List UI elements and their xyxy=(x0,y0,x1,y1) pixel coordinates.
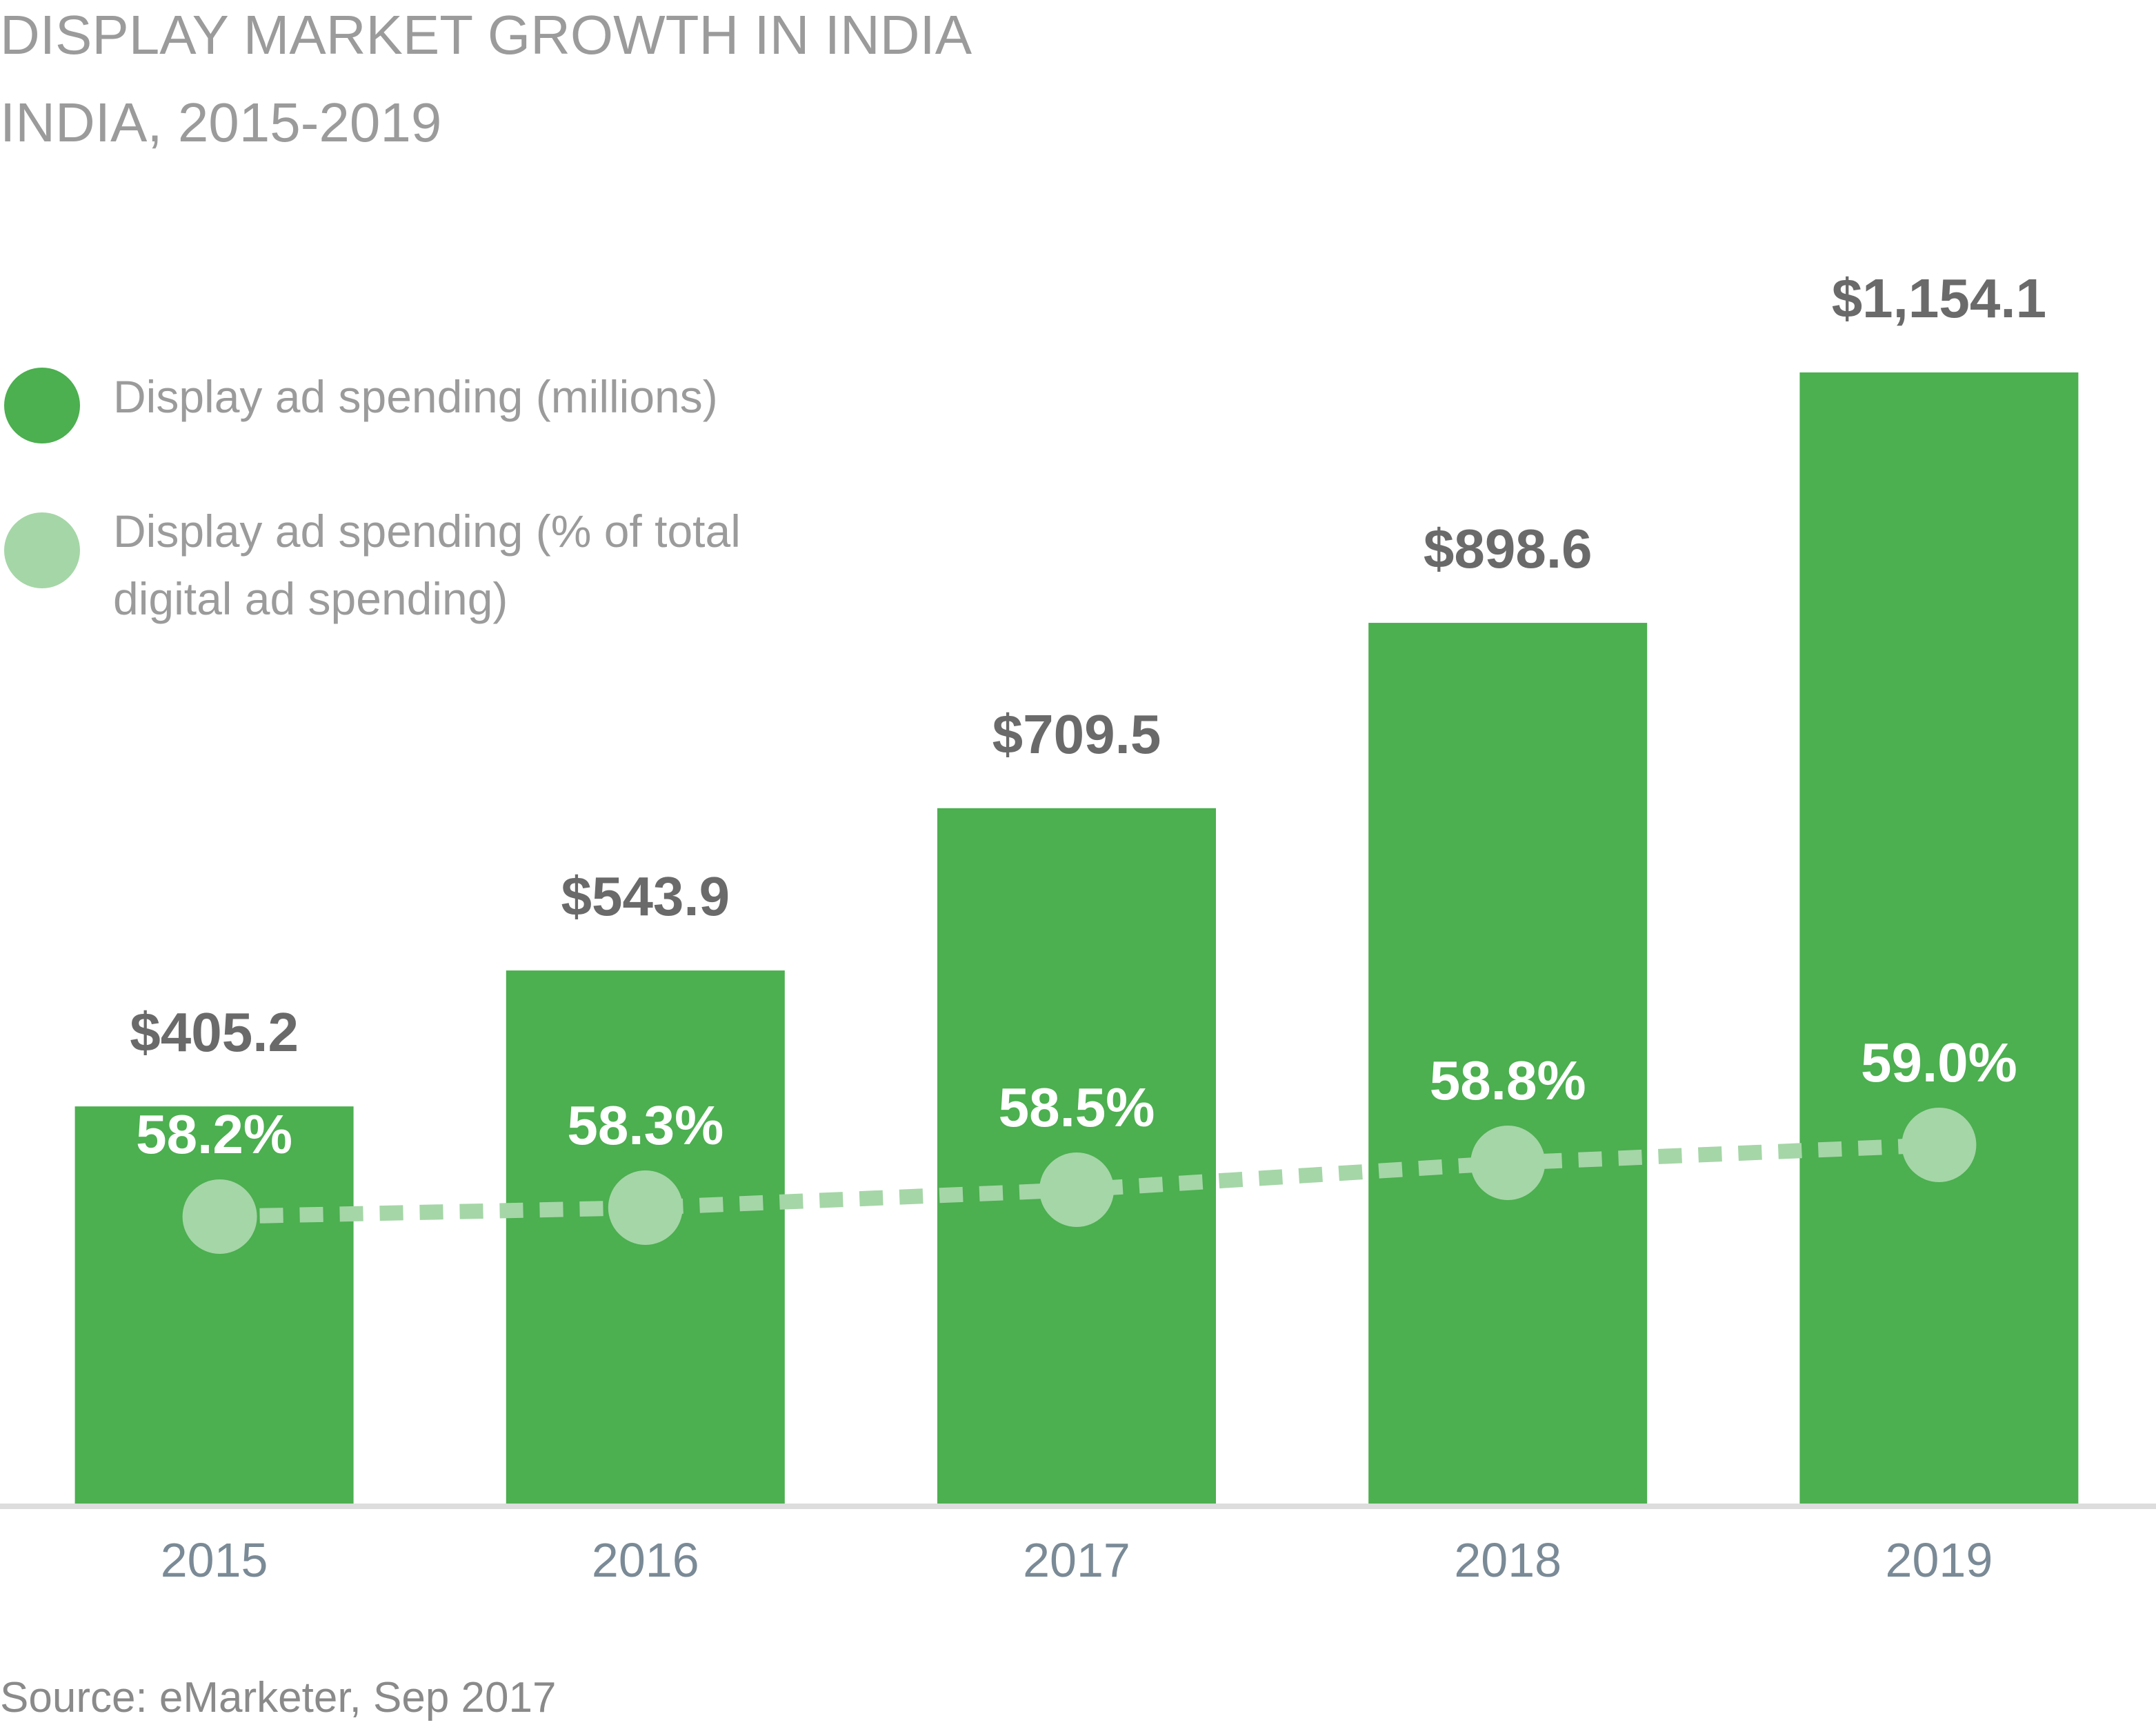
chart-subtitle: INDIA, 2015-2019 xyxy=(0,92,441,153)
bar-value-label-2019: $1,154.1 xyxy=(1832,268,2046,329)
percent-point-2017 xyxy=(1039,1152,1114,1227)
percent-labels: 58.2% 58.3% 58.5% 58.8% 59.0% xyxy=(136,1032,2017,1165)
legend-swatch-bar xyxy=(4,368,80,443)
bar-value-labels: $405.2 $543.9 $709.5 $898.6 $1,154.1 xyxy=(130,268,2046,1063)
x-tick-label-2017: 2017 xyxy=(1023,1533,1130,1587)
x-tick-label-2016: 2016 xyxy=(592,1533,699,1587)
bar-value-label-2015: $405.2 xyxy=(130,1001,299,1063)
bar-value-label-2017: $709.5 xyxy=(992,703,1161,765)
bar-value-label-2018: $898.6 xyxy=(1424,518,1593,579)
percent-point-2015 xyxy=(182,1179,257,1254)
bar-2018 xyxy=(1368,623,1648,1504)
x-axis-ticks: 2015 2016 2017 2018 2019 xyxy=(161,1533,1993,1587)
percent-label-2017: 58.5% xyxy=(999,1077,1155,1138)
legend-swatch-line xyxy=(4,512,80,588)
percent-point-2016 xyxy=(608,1170,683,1245)
percent-label-2016: 58.3% xyxy=(567,1095,723,1156)
percent-label-2018: 58.8% xyxy=(1430,1050,1586,1111)
percent-label-2015: 58.2% xyxy=(136,1104,292,1165)
bar-2019 xyxy=(1799,372,2079,1504)
bar-series xyxy=(74,372,2079,1504)
legend: Display ad spending (millions) Display a… xyxy=(4,368,741,624)
legend-label-bar: Display ad spending (millions) xyxy=(113,371,718,422)
legend-label-line-2: digital ad spending) xyxy=(113,573,508,624)
legend-label-line-1: Display ad spending (% of total xyxy=(113,506,741,557)
bar-value-label-2016: $543.9 xyxy=(561,866,730,927)
percent-label-2019: 59.0% xyxy=(1861,1032,2017,1093)
chart-title: DISPLAY MARKET GROWTH IN INDIA xyxy=(0,4,972,66)
percent-point-2019 xyxy=(1902,1108,1977,1182)
percent-point-2018 xyxy=(1470,1126,1546,1200)
x-tick-label-2018: 2018 xyxy=(1454,1533,1561,1587)
x-tick-label-2019: 2019 xyxy=(1886,1533,1993,1587)
source-note: Source: eMarketer, Sep 2017 xyxy=(0,1674,556,1721)
bar-2015 xyxy=(74,1106,354,1504)
percent-line-series xyxy=(182,1108,1977,1254)
x-tick-label-2015: 2015 xyxy=(161,1533,268,1587)
